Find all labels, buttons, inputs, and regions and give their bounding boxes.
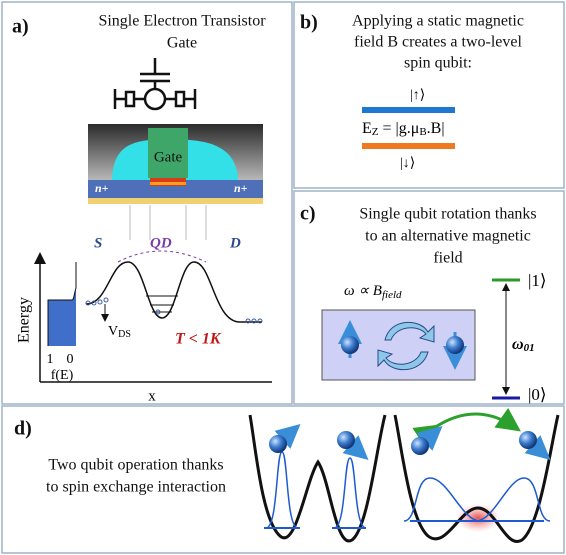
fermi-curve	[47, 262, 77, 346]
spin	[411, 437, 429, 455]
text-line: Single qubit rotation thanks	[359, 206, 536, 223]
exchange-arrow	[412, 407, 521, 448]
substrate	[88, 198, 263, 204]
electrons	[85, 297, 263, 324]
state-1: |1⟩	[528, 271, 547, 290]
part: field	[382, 289, 402, 301]
shape	[155, 309, 161, 315]
shape	[174, 90, 186, 108]
part: E	[362, 120, 372, 137]
panel-c: c) Single qubit rotation thanks to an al…	[300, 203, 547, 404]
part: 01	[524, 342, 535, 354]
dot-levels	[146, 295, 178, 313]
shape	[103, 297, 109, 303]
shape	[97, 299, 103, 305]
shape	[124, 90, 136, 108]
vds-label: VDS	[108, 324, 131, 340]
wavefunction	[265, 451, 299, 529]
text-line: spin qubit:	[404, 55, 472, 72]
wavefunction	[333, 457, 367, 529]
spin	[337, 431, 355, 449]
panel-label: c)	[300, 203, 316, 225]
potential	[85, 261, 262, 323]
fermi-label: f(E)	[51, 368, 74, 383]
fermi-fill	[48, 290, 76, 346]
shape	[91, 300, 97, 306]
panel-a: a) Single Electron Transistor Gate Gate …	[12, 13, 272, 404]
body-region	[150, 186, 186, 198]
part: μ	[411, 120, 420, 137]
x-axis-label: x	[148, 388, 156, 404]
panel-a-border	[1, 1, 293, 405]
set-symbol	[113, 58, 197, 111]
spin	[519, 431, 537, 449]
omega-prop: ω ∝ Bfield	[344, 283, 402, 300]
gate-label: Gate	[154, 149, 183, 165]
drain-label: D	[229, 235, 241, 251]
part: ω ∝ B	[344, 283, 382, 299]
part: Z	[372, 126, 379, 138]
text-line: field B creates a two-level	[354, 34, 522, 51]
qd-arc	[117, 250, 207, 263]
text-line: field	[433, 250, 462, 267]
source-region	[88, 180, 150, 198]
title: Gate	[167, 35, 197, 52]
text-line: to spin exchange interaction	[46, 479, 226, 496]
rotation-arrow	[377, 349, 429, 371]
panel-d: d) Two qubit operation thanks to spin ex…	[14, 407, 560, 543]
up-level	[362, 107, 455, 113]
omega-01: ω01	[512, 336, 535, 354]
panel-label: d)	[14, 418, 32, 440]
down-level	[362, 143, 455, 149]
temperature: T < 1K	[175, 331, 222, 348]
panel-label: b)	[300, 12, 318, 34]
spin	[341, 336, 359, 354]
fermi-tick: 0	[67, 352, 74, 367]
title: Single Electron Transistor	[98, 13, 266, 30]
state-0: |0⟩	[528, 385, 547, 404]
zeeman-energy: EZ = |g.μB.B|	[362, 120, 445, 138]
shape	[257, 318, 263, 324]
panel-c-border	[293, 190, 565, 405]
state-down: |↓⟩	[400, 156, 415, 171]
text-line: Two qubit operation thanks	[48, 457, 223, 474]
guide-lines	[129, 205, 207, 240]
fermi-tick: 1	[47, 352, 54, 367]
text-line: to an alternative magnetic	[365, 228, 531, 245]
shape	[251, 318, 257, 324]
shape	[245, 318, 251, 324]
n-plus-label: n+	[95, 181, 109, 195]
part: ω	[512, 336, 524, 353]
part: B	[419, 126, 426, 138]
vds-main: V	[108, 324, 118, 339]
panel-b: b) Applying a static magnetic field B cr…	[300, 12, 524, 172]
channel-layer	[150, 182, 186, 185]
wavefunction	[403, 477, 481, 522]
panel-d-border	[1, 405, 565, 554]
panel-label: a)	[12, 16, 29, 38]
drain-region	[186, 180, 263, 198]
spin	[269, 435, 287, 453]
shape	[85, 300, 91, 306]
state-up: |↑⟩	[410, 88, 425, 103]
rotation-arrow	[384, 321, 435, 343]
source-label: S	[94, 235, 102, 251]
y-axis-label: Energy	[16, 297, 33, 343]
text-line: Applying a static magnetic	[352, 13, 524, 30]
qd-label: QD	[150, 235, 172, 251]
wavefunction	[475, 477, 551, 522]
part: .B|	[427, 120, 445, 137]
vds-sub: DS	[118, 329, 131, 340]
shape	[143, 87, 167, 111]
spin	[446, 336, 464, 354]
n-plus-label: n+	[234, 181, 248, 195]
gate-block	[148, 128, 188, 178]
panel-b-border	[293, 1, 565, 189]
double-well	[248, 414, 387, 543]
part: = |g.	[379, 120, 411, 137]
